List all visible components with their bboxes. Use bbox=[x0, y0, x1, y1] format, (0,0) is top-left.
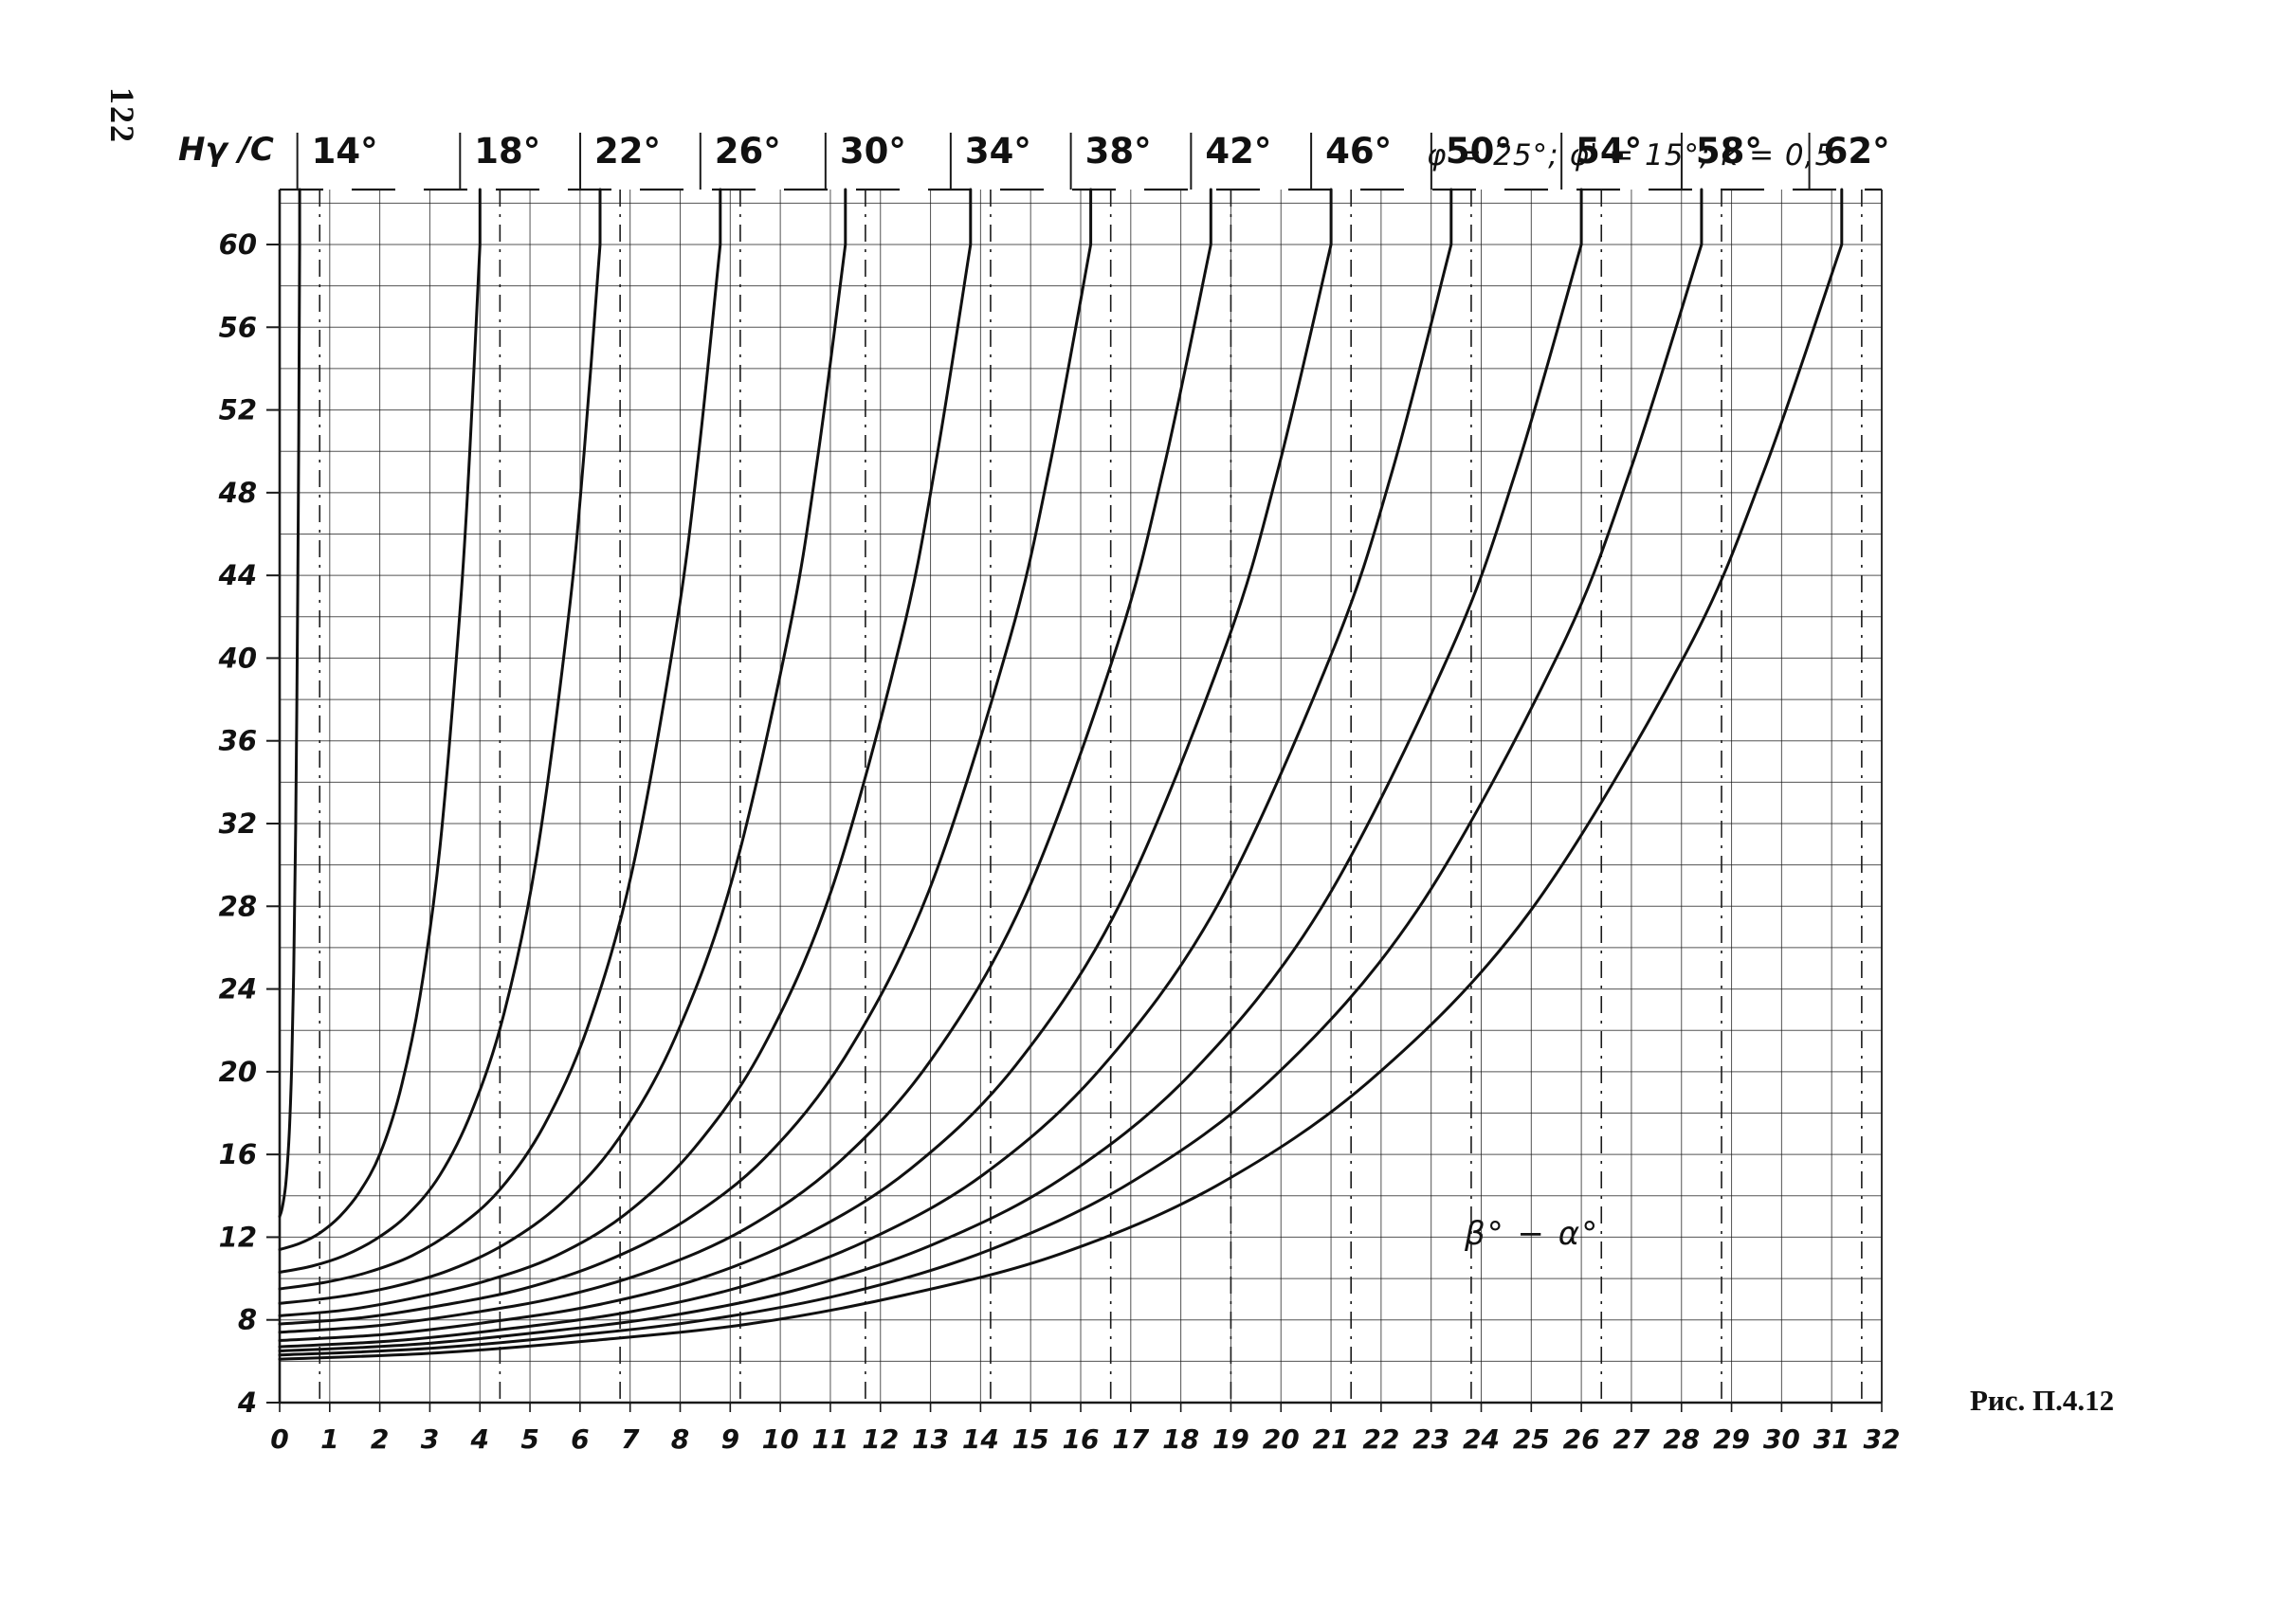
curve-label: 50° bbox=[1446, 131, 1512, 172]
x-tick-label: 11 bbox=[811, 1423, 848, 1455]
y-tick-label: 24 bbox=[219, 973, 257, 1006]
x-tick-label: 3 bbox=[421, 1423, 439, 1455]
y-tick-label: 28 bbox=[219, 890, 257, 922]
curve-path bbox=[278, 188, 1583, 1352]
x-tick-label: 27 bbox=[1613, 1423, 1649, 1455]
x-tick-label: 14 bbox=[962, 1423, 999, 1455]
y-tick-label: 12 bbox=[219, 1221, 257, 1253]
curve-path bbox=[278, 188, 1453, 1349]
x-tick-label: 2 bbox=[371, 1423, 389, 1455]
x-tick-label: 20 bbox=[1263, 1423, 1300, 1455]
curve-path bbox=[278, 188, 1333, 1342]
figure-caption: Рис. П.4.12 bbox=[1970, 1384, 2115, 1417]
y-tick-label: 32 bbox=[219, 807, 257, 840]
x-tick-label: 28 bbox=[1663, 1423, 1700, 1455]
x-tick-label: 19 bbox=[1212, 1423, 1249, 1455]
x-tick-label: 31 bbox=[1813, 1423, 1850, 1455]
x-tick-label: 24 bbox=[1463, 1423, 1500, 1455]
x-tick-label: 1 bbox=[320, 1423, 338, 1455]
x-tick-label: 8 bbox=[671, 1423, 689, 1455]
curve-label: 54° bbox=[1576, 131, 1642, 172]
curve-label: 22° bbox=[594, 131, 661, 172]
y-tick-label: 48 bbox=[218, 477, 257, 509]
x-tick-label: 30 bbox=[1763, 1423, 1800, 1455]
curve-path bbox=[278, 188, 602, 1274]
y-tick-label: 20 bbox=[219, 1056, 257, 1088]
y-tick-label: 36 bbox=[219, 725, 257, 757]
x-tick-label: 9 bbox=[721, 1423, 739, 1455]
x-tick-label: 22 bbox=[1362, 1423, 1399, 1455]
curve-path bbox=[278, 188, 973, 1317]
curve-label: 34° bbox=[965, 131, 1031, 172]
curve-label: 58° bbox=[1696, 131, 1762, 172]
x-tick-label: 10 bbox=[762, 1423, 799, 1455]
x-tick-label: 29 bbox=[1713, 1423, 1750, 1455]
curve-label: 38° bbox=[1085, 131, 1152, 172]
curve-path bbox=[278, 188, 482, 1251]
x-tick-label: 0 bbox=[270, 1423, 288, 1455]
curve-label: 46° bbox=[1325, 131, 1392, 172]
curve-label: 14° bbox=[312, 131, 378, 172]
curve-path bbox=[278, 188, 1212, 1334]
x-tick-label: 4 bbox=[470, 1423, 489, 1455]
x-tick-label: 15 bbox=[1012, 1423, 1049, 1455]
x-tick-label: 5 bbox=[520, 1423, 538, 1455]
curve-path bbox=[278, 188, 722, 1291]
y-tick-label: 44 bbox=[218, 559, 257, 591]
x-tick-label: 13 bbox=[912, 1423, 949, 1455]
curve-path bbox=[278, 188, 1093, 1326]
y-tick-label: 16 bbox=[219, 1138, 257, 1170]
x-tick-label: 16 bbox=[1063, 1423, 1100, 1455]
curve-path bbox=[278, 188, 1704, 1357]
y-tick-label: 40 bbox=[218, 642, 257, 674]
curve-path bbox=[278, 188, 1844, 1361]
x-tick-label: 26 bbox=[1563, 1423, 1600, 1455]
y-tick-label: 4 bbox=[237, 1386, 257, 1419]
x-tick-label: 17 bbox=[1112, 1423, 1149, 1455]
x-tick-label: 12 bbox=[862, 1423, 899, 1455]
y-tick-label: 56 bbox=[219, 311, 257, 343]
y-axis-title: Hγ /C bbox=[178, 131, 274, 169]
chart-parameters-label: φ = 25°; φ' = 15°; k = 0,5 bbox=[1427, 138, 1835, 172]
x-tick-label: 25 bbox=[1513, 1423, 1550, 1455]
x-tick-label: 32 bbox=[1864, 1423, 1901, 1455]
y-tick-label: 52 bbox=[219, 394, 257, 426]
x-tick-label: 23 bbox=[1412, 1423, 1449, 1455]
curve-path bbox=[278, 188, 301, 1219]
curve-path bbox=[278, 188, 847, 1305]
x-tick-label: 7 bbox=[621, 1423, 640, 1455]
x-tick-label: 6 bbox=[571, 1423, 589, 1455]
curve-label: 18° bbox=[474, 131, 540, 172]
x-tick-label: 21 bbox=[1313, 1423, 1350, 1455]
x-tick-label: 18 bbox=[1162, 1423, 1199, 1455]
curve-label: 26° bbox=[715, 131, 781, 172]
curve-label: 42° bbox=[1205, 131, 1271, 172]
y-tick-label: 8 bbox=[238, 1304, 257, 1336]
curve-label: 30° bbox=[840, 131, 906, 172]
curve-label: 62° bbox=[1824, 131, 1890, 172]
y-tick-label: 60 bbox=[219, 228, 257, 261]
